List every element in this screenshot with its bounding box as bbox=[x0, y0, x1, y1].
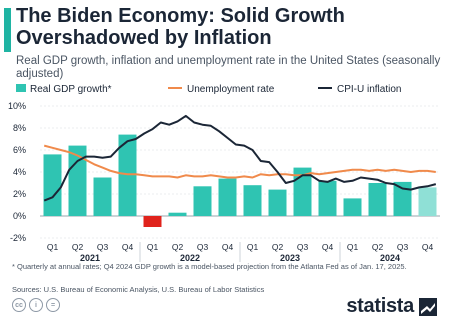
x-tick-quarter: Q4 bbox=[222, 242, 234, 252]
unemployment-line bbox=[43, 144, 436, 179]
gdp-bar bbox=[168, 212, 187, 216]
gdp-bar bbox=[118, 134, 137, 216]
x-tick-quarter: Q1 bbox=[247, 242, 259, 252]
y-tick-label: 10% bbox=[8, 101, 26, 111]
statista-logo-mark-icon bbox=[419, 297, 437, 316]
gdp-bar bbox=[143, 216, 162, 227]
legend-label-gdp: Real GDP growth* bbox=[30, 84, 112, 95]
gdp-bar bbox=[193, 186, 212, 216]
x-tick-quarter: Q4 bbox=[122, 242, 134, 252]
gdp-bar bbox=[368, 183, 387, 216]
x-tick-quarter: Q3 bbox=[397, 242, 409, 252]
y-tick-label: 4% bbox=[13, 167, 26, 177]
legend-label-unemployment: Unemployment rate bbox=[187, 84, 275, 95]
chart-title: The Biden Economy: Solid Growth Overshad… bbox=[16, 5, 345, 49]
x-tick-quarter: Q3 bbox=[97, 242, 109, 252]
creative-commons-icon[interactable]: cc bbox=[12, 298, 26, 312]
gdp-bar bbox=[293, 167, 312, 216]
x-tick-quarter: Q2 bbox=[372, 242, 384, 252]
chart-svg: Real GDP growth* Unemployment rate CPI-U i… bbox=[8, 84, 440, 263]
x-tick-quarter: Q2 bbox=[272, 242, 284, 252]
gdp-bar bbox=[68, 145, 87, 216]
legend-label-inflation: CPI-U inflation bbox=[337, 84, 401, 95]
gdp-bar bbox=[243, 185, 262, 216]
y-tick-label: 8% bbox=[13, 123, 26, 133]
x-tick-quarter: Q4 bbox=[422, 242, 434, 252]
x-tick-quarter: Q3 bbox=[297, 242, 309, 252]
sources: Sources: U.S. Bureau of Economic Analysi… bbox=[12, 285, 265, 294]
footnote: * Quarterly at annual rates; Q4 2024 GDP… bbox=[12, 262, 407, 271]
x-tick-quarter: Q1 bbox=[147, 242, 159, 252]
inflation-line bbox=[43, 114, 437, 202]
x-tick-quarter: Q2 bbox=[172, 242, 184, 252]
x-tick-quarter: Q2 bbox=[72, 242, 84, 252]
legend-swatch-gdp bbox=[16, 84, 26, 92]
license-icons: cc i = bbox=[12, 298, 60, 312]
info-icon[interactable]: i bbox=[29, 298, 43, 312]
gdp-bar bbox=[268, 189, 287, 216]
gdp-bar bbox=[93, 177, 112, 216]
chart-area: Real GDP growth* Unemployment rate CPI-U i… bbox=[0, 80, 449, 280]
gdp-bar bbox=[218, 178, 237, 216]
x-tick-year: 2022 bbox=[180, 253, 200, 263]
x-tick-year: 2021 bbox=[80, 253, 100, 263]
gdp-bar bbox=[318, 180, 337, 216]
y-tick-label: 0% bbox=[13, 211, 26, 221]
x-tick-quarter: Q1 bbox=[47, 242, 59, 252]
y-tick-label: 2% bbox=[13, 189, 26, 199]
y-tick-label: -2% bbox=[10, 233, 26, 243]
gdp-bar bbox=[43, 154, 62, 216]
x-tick-year: 2024 bbox=[380, 253, 400, 263]
y-tick-label: 6% bbox=[13, 145, 26, 155]
statista-logo[interactable]: statista bbox=[346, 295, 437, 318]
x-tick-year: 2023 bbox=[280, 253, 300, 263]
title-accent-bar bbox=[4, 8, 11, 52]
share-icon[interactable]: = bbox=[46, 298, 60, 312]
x-tick-quarter: Q3 bbox=[197, 242, 209, 252]
gdp-bar bbox=[393, 181, 412, 216]
gdp-bar bbox=[418, 187, 437, 216]
chart-subtitle: Real GDP growth, inflation and unemploym… bbox=[16, 55, 441, 80]
gdp-bar bbox=[343, 198, 362, 216]
logo-text: statista bbox=[346, 295, 414, 317]
x-tick-quarter: Q4 bbox=[322, 242, 334, 252]
x-tick-quarter: Q1 bbox=[347, 242, 359, 252]
